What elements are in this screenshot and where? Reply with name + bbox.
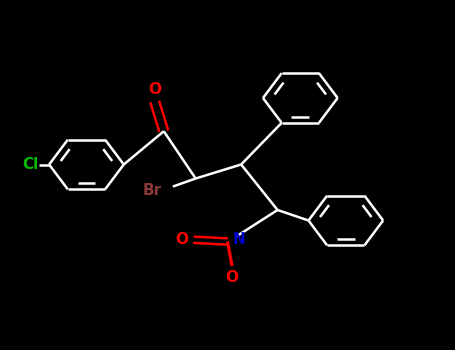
Text: O: O xyxy=(226,270,238,285)
Text: O: O xyxy=(175,232,188,247)
Text: N: N xyxy=(233,232,246,247)
Text: Br: Br xyxy=(142,183,162,198)
Text: Cl: Cl xyxy=(22,157,38,172)
Text: O: O xyxy=(148,82,161,97)
